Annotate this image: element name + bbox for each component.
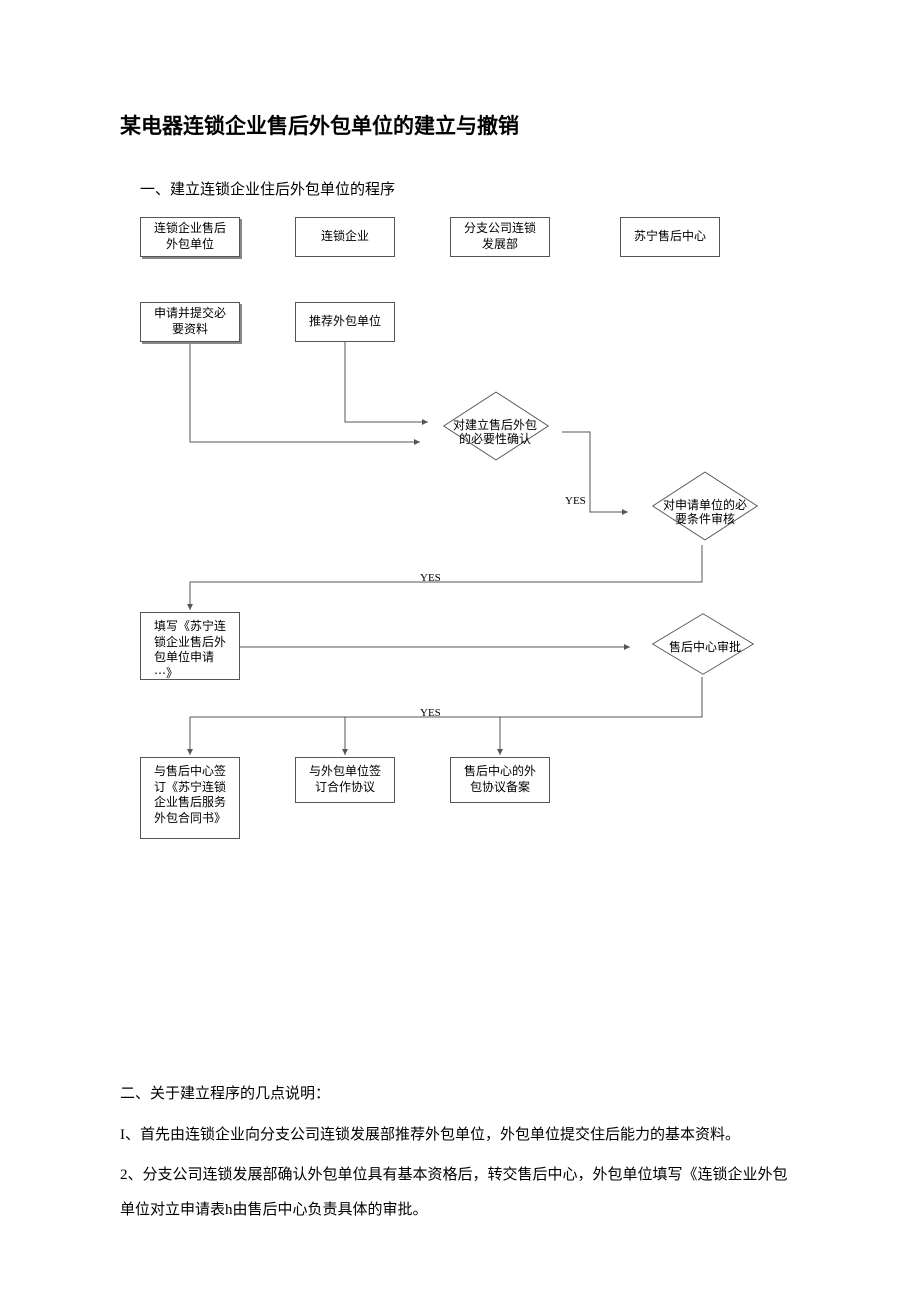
body-text-section: 二、关于建立程序的几点说明： I、首先由连锁企业向分支公司连锁发展部推荐外包单位… [120, 1077, 800, 1227]
paragraph-2: 2、分支公司连锁发展部确认外包单位具有基本资格后，转交售后中心，外包单位填写《连… [120, 1158, 800, 1227]
header-box-outsource-unit: 连锁企业售后外包单位 [140, 217, 240, 257]
header-box-after-sales-center: 苏宁售后中心 [620, 217, 720, 257]
section-1-heading: 一、建立连锁企业住后外包单位的程序 [140, 178, 800, 199]
diamond-center-approval: 售后中心审批 [630, 617, 780, 677]
diamond-condition-review: 对申请单位的必要条件审核 [630, 479, 780, 545]
section-2-heading: 二、关于建立程序的几点说明： [120, 1077, 800, 1112]
box-apply-submit: 申请并提交必要资料 [140, 302, 240, 342]
document-title: 某电器连锁企业售后外包单位的建立与撤销 [120, 110, 800, 140]
box-recommend-unit: 推荐外包单位 [295, 302, 395, 342]
box-sign-cooperation: 与外包单位签订合作协议 [295, 757, 395, 803]
flowchart-container: 连锁企业售后外包单位 连锁企业 分支公司连锁发展部 苏宁售后中心 申请并提交必要… [130, 217, 810, 917]
box-sign-contract: 与售后中心签订《苏宁连锁企业售后服务外包合同书》 [140, 757, 240, 839]
label-yes-3: YES [420, 707, 441, 719]
label-yes-1: YES [565, 495, 586, 507]
box-filing: 售后中心的外包协议备案 [450, 757, 550, 803]
diamond-necessity-confirm: 对建立售后外包的必要性确认 [425, 399, 565, 465]
header-box-chain-enterprise: 连锁企业 [295, 217, 395, 257]
document-page: 某电器连锁企业售后外包单位的建立与撤销 一、建立连锁企业住后外包单位的程序 [0, 0, 920, 1293]
label-yes-2: YES [420, 572, 441, 584]
paragraph-1: I、首先由连锁企业向分支公司连锁发展部推荐外包单位，外包单位提交住后能力的基本资… [120, 1118, 800, 1153]
header-box-branch-dev: 分支公司连锁发展部 [450, 217, 550, 257]
box-fill-application: 填写《苏宁连锁企业售后外包单位申请⋯》 [140, 612, 240, 680]
